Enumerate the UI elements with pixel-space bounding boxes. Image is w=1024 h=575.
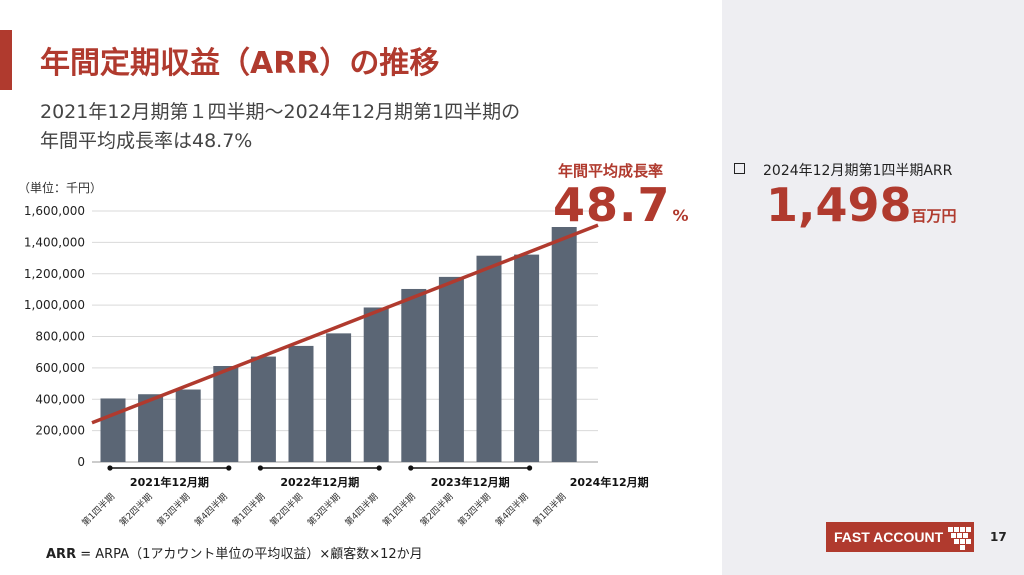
y-tick-label: 600,000 xyxy=(35,361,85,375)
arr-bullet: 2024年12月期第1四半期ARR xyxy=(734,160,952,180)
year-group-dot xyxy=(107,465,113,471)
bar xyxy=(401,288,427,462)
y-tick-label: 800,000 xyxy=(35,330,85,344)
bar xyxy=(138,394,164,462)
bar xyxy=(288,345,314,462)
y-tick-label: 0 xyxy=(77,455,85,469)
y-tick-label: 400,000 xyxy=(35,392,85,406)
bar xyxy=(250,356,276,462)
y-tick-label: 1,400,000 xyxy=(24,235,85,249)
company-logo: FAST ACCOUNTING xyxy=(826,522,974,552)
x-tick-label: 第3四半期 xyxy=(305,491,343,529)
bar xyxy=(438,276,464,462)
arr-value-unit: 百万円 xyxy=(911,207,957,225)
year-group-dot xyxy=(527,465,533,471)
x-tick-label: 第2四半期 xyxy=(267,491,305,529)
x-tick-label: 第4四半期 xyxy=(342,491,380,529)
footnote: ARR = ARPA（1アカウント単位の平均収益）×顧客数×12か月 xyxy=(46,543,423,562)
x-tick-label: 第3四半期 xyxy=(455,491,493,529)
year-group-dot xyxy=(376,465,382,471)
logo-mark-icon xyxy=(944,522,974,552)
x-tick-label: 第1四半期 xyxy=(230,491,268,529)
year-group-dot xyxy=(408,465,414,471)
unit-label: （単位：千円） xyxy=(18,181,103,195)
side-panel xyxy=(722,0,1024,575)
x-tick-label: 第2四半期 xyxy=(418,491,456,529)
fiscal-year-label: 2022年12月期 xyxy=(280,475,359,489)
title-accent-bar xyxy=(0,30,12,90)
x-tick-label: 第1四半期 xyxy=(380,491,418,529)
y-tick-label: 1,600,000 xyxy=(24,204,85,218)
subtitle-line-1: 2021年12月期第１四半期～2024年12月期第1四半期の xyxy=(40,101,521,123)
x-tick-label: 第1四半期 xyxy=(79,491,117,529)
bar xyxy=(213,365,239,462)
year-group-dot xyxy=(226,465,232,471)
x-tick-label: 第4四半期 xyxy=(192,491,230,529)
footnote-term: ARR xyxy=(46,547,77,562)
x-tick-label: 第2四半期 xyxy=(117,491,155,529)
bar xyxy=(326,333,352,462)
y-tick-label: 1,000,000 xyxy=(24,298,85,312)
bar xyxy=(363,307,389,462)
logo-text: FAST ACCOUNTING xyxy=(834,529,969,545)
trend-line xyxy=(91,223,599,425)
bar xyxy=(514,254,540,462)
x-tick-label: 第4四半期 xyxy=(493,491,531,529)
x-tick-label: 第1四半期 xyxy=(530,491,568,529)
arr-bar-chart: 0 200,000 400,000 600,000 800,000 1,000,000 1,… xyxy=(24,204,649,529)
fiscal-year-label: 2021年12月期 xyxy=(130,475,209,489)
page-number: 17 xyxy=(990,530,1007,544)
fiscal-year-label: 2024年12月期 xyxy=(570,475,649,489)
arr-bullet-text: 2024年12月期第1四半期ARR xyxy=(763,163,953,179)
bar xyxy=(476,255,502,462)
fiscal-year-label: 2023年12月期 xyxy=(431,475,510,489)
growth-rate-number: 48.7 xyxy=(553,178,671,232)
arr-value: 1,498百万円 xyxy=(766,178,957,232)
y-tick-label: 1,200,000 xyxy=(24,267,85,281)
slide-subtitle: 2021年12月期第１四半期～2024年12月期第1四半期の 年間平均成長率は4… xyxy=(40,98,520,156)
footnote-definition: = ARPA（1アカウント単位の平均収益）×顧客数×12か月 xyxy=(76,547,423,562)
growth-rate-label: 年間平均成長率 xyxy=(558,162,664,180)
x-tick-label: 第3四半期 xyxy=(154,491,192,529)
slide-title: 年間定期収益（ARR）の推移 xyxy=(40,46,440,81)
growth-rate-value: 48.7% xyxy=(553,178,690,232)
growth-rate-unit: % xyxy=(672,206,690,225)
year-group-dot xyxy=(257,465,263,471)
bar xyxy=(100,398,126,462)
bar xyxy=(175,389,201,462)
bar xyxy=(551,227,577,462)
arr-value-number: 1,498 xyxy=(766,178,912,232)
y-tick-label: 200,000 xyxy=(35,424,85,438)
subtitle-line-2: 年間平均成長率は48.7% xyxy=(40,130,253,152)
checkbox-bullet-icon xyxy=(734,163,745,174)
